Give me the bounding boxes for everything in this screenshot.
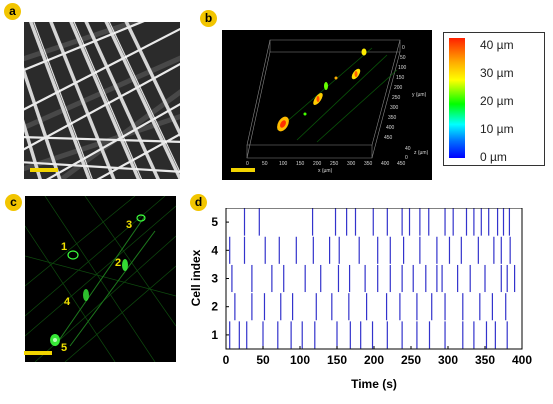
- cell-label-4: 4: [64, 296, 71, 308]
- panel-d-badge: d: [190, 194, 207, 211]
- panel-b-ztick: 0: [405, 155, 408, 161]
- y-axis-label: Cell index: [189, 249, 203, 306]
- panel-c-badge: c: [5, 194, 22, 211]
- panel-b-ytick: 300: [390, 105, 399, 111]
- cell-label-1: 1: [61, 241, 68, 253]
- panel-b-xtick: 100: [279, 161, 288, 167]
- colorbar-label: 20 µm: [480, 94, 514, 108]
- colorbar-label: 10 µm: [480, 122, 514, 136]
- colorbar-gradient: [449, 38, 465, 158]
- panel-b-scale-bar: [231, 168, 255, 172]
- panel-b-xunit: x (µm): [318, 168, 333, 174]
- panel-b-ztick: 40: [405, 146, 411, 152]
- panel-c-scale-bar: [24, 351, 52, 355]
- panel-b-xtick: 150: [296, 161, 305, 167]
- panel-b-ytick: 400: [386, 125, 395, 131]
- cell-label-3: 3: [126, 219, 133, 231]
- panel-a-sem-image: [24, 22, 180, 179]
- plot-frame: [225, 208, 523, 350]
- y-tick-label: 4: [211, 243, 218, 257]
- x-tick-label: 400: [512, 353, 532, 367]
- colorbar-label: 30 µm: [480, 66, 514, 80]
- panel-b-ytick: 450: [384, 135, 393, 141]
- panel-b-xtick: 350: [364, 161, 373, 167]
- panel-b-xtick: 450: [397, 161, 406, 167]
- panel-c-fluorescence-image: [25, 196, 176, 362]
- panel-b-xtick: 250: [330, 161, 339, 167]
- panel-b-ytick: 200: [394, 85, 403, 91]
- colorbar-label: 40 µm: [480, 38, 514, 52]
- spike-group: [229, 208, 516, 349]
- panel-b-ytick: 350: [388, 115, 397, 121]
- x-tick-label: 100: [290, 353, 310, 367]
- y-tick-label: 5: [211, 215, 218, 229]
- x-tick-label: 250: [401, 353, 421, 367]
- x-tick-label: 50: [256, 353, 270, 367]
- y-tick-label: 1: [211, 328, 218, 342]
- x-axis-ticks: 0 50 100 150 200 250 300 350 400: [223, 346, 532, 367]
- x-axis-label: Time (s): [351, 377, 397, 391]
- panel-b-zunit: z (µm): [414, 150, 429, 156]
- panel-b-xtick: 50: [262, 161, 268, 167]
- panel-b-ytick: 50: [400, 55, 406, 61]
- colorbar-label: 0 µm: [480, 150, 507, 164]
- panel-b-xtick: 0: [246, 161, 249, 167]
- panel-b-xtick: 300: [347, 161, 356, 167]
- y-tick-label: 2: [211, 300, 218, 314]
- panel-b-badge: b: [200, 10, 217, 27]
- y-tick-label: 3: [211, 272, 218, 286]
- panel-b-ytick: 250: [392, 95, 401, 101]
- x-tick-label: 200: [364, 353, 384, 367]
- x-tick-label: 350: [475, 353, 495, 367]
- panel-b-3d-view: [222, 30, 432, 180]
- panel-b-ytick: 150: [396, 75, 405, 81]
- x-tick-label: 0: [223, 353, 230, 367]
- panel-b-ytick: 0: [402, 45, 405, 51]
- panel-a-badge: a: [4, 3, 21, 20]
- panel-b-xtick: 200: [313, 161, 322, 167]
- y-axis-ticks: 1 2 3 4 5: [211, 215, 229, 342]
- panel-b-ytick: 100: [398, 65, 407, 71]
- panel-b-yunit: y (µm): [412, 92, 427, 98]
- cell-label-5: 5: [61, 342, 68, 354]
- x-tick-label: 300: [438, 353, 458, 367]
- panel-b-xtick: 400: [381, 161, 390, 167]
- panel-a-scale-bar: [30, 168, 58, 172]
- x-tick-label: 150: [327, 353, 347, 367]
- cell-label-2: 2: [115, 257, 122, 269]
